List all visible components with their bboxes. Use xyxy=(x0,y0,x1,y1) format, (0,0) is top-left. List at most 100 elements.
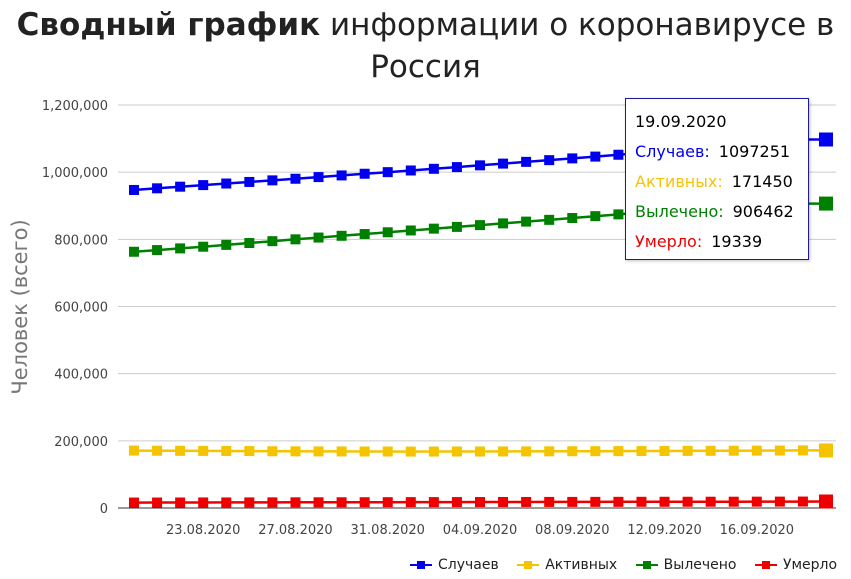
data-point xyxy=(659,496,670,507)
data-point xyxy=(819,443,833,458)
y-tick-label: 600,000 xyxy=(54,301,108,316)
tooltip-row-active: Активных: 171450 xyxy=(635,167,808,197)
data-point xyxy=(705,496,716,507)
data-point xyxy=(751,445,762,456)
data-point xyxy=(405,165,416,176)
data-point xyxy=(221,239,232,250)
data-point xyxy=(728,445,739,456)
data-point xyxy=(819,132,833,147)
data-point xyxy=(774,496,785,507)
y-axis-label: Человек (всего) xyxy=(8,219,32,394)
data-point xyxy=(152,445,163,456)
tooltip-label-deaths: Умерло: xyxy=(635,232,703,251)
data-point xyxy=(659,445,670,456)
chart-title-rest: информации о коронавирусе в Россия xyxy=(320,7,835,85)
data-point xyxy=(405,446,416,457)
y-tick-label: 800,000 xyxy=(54,233,108,248)
legend-item-cases[interactable]: Случаев xyxy=(410,557,499,573)
data-point xyxy=(152,245,163,256)
tooltip-label-cases: Случаев: xyxy=(635,142,710,161)
data-point xyxy=(198,445,209,456)
data-point xyxy=(175,243,186,254)
data-point xyxy=(475,160,485,171)
legend-symbol-deaths xyxy=(754,560,777,570)
data-point xyxy=(313,172,324,183)
data-point xyxy=(382,446,393,457)
data-point xyxy=(244,238,255,249)
data-point xyxy=(336,230,347,241)
data-point xyxy=(382,497,393,508)
data-point xyxy=(336,170,347,181)
data-point xyxy=(175,445,186,456)
data-point xyxy=(267,175,278,186)
data-point xyxy=(382,227,393,238)
legend-item-recovered[interactable]: Вылечено xyxy=(635,557,737,573)
data-point xyxy=(152,497,163,508)
hover-tooltip: 19.09.2020 Случаев: 1097251 Активных: 1714… xyxy=(625,98,809,260)
data-point xyxy=(221,497,232,508)
data-point xyxy=(613,149,624,160)
tooltip-value-active: 171450 xyxy=(731,172,793,191)
data-point xyxy=(682,496,693,507)
data-point xyxy=(498,496,509,507)
data-point xyxy=(129,246,139,257)
tooltip-row-cases: Случаев: 1097251 xyxy=(635,137,808,167)
data-point xyxy=(290,497,301,508)
y-tick-label: 400,000 xyxy=(54,368,108,383)
data-point xyxy=(544,214,555,225)
data-point xyxy=(544,446,555,457)
tooltip-label-active: Активных: xyxy=(635,172,723,191)
legend-item-active[interactable]: Активных xyxy=(517,557,617,573)
data-point xyxy=(451,162,462,173)
data-point xyxy=(498,158,509,169)
data-point xyxy=(797,445,808,456)
data-point xyxy=(819,196,833,211)
data-point xyxy=(521,216,532,227)
y-tick-label: 0 xyxy=(100,502,108,517)
tooltip-value-cases: 1097251 xyxy=(718,142,791,161)
data-point xyxy=(728,496,739,507)
x-tick-label: 23.08.2020 xyxy=(166,523,240,538)
legend-symbol-active xyxy=(517,560,540,570)
data-point xyxy=(313,497,324,508)
data-point xyxy=(267,446,278,457)
data-point xyxy=(336,497,347,508)
data-point xyxy=(267,236,278,247)
data-point xyxy=(636,446,647,457)
data-point xyxy=(221,445,232,456)
data-point xyxy=(129,445,139,456)
data-point xyxy=(521,446,532,457)
data-point xyxy=(451,497,462,508)
tooltip-value-recovered: 906462 xyxy=(732,202,794,221)
data-point xyxy=(290,234,301,245)
chart-legend: Случаев Активных Вылечено Умерло xyxy=(410,557,851,577)
data-point xyxy=(198,241,209,252)
data-point xyxy=(405,497,416,508)
data-point xyxy=(521,156,532,167)
data-point xyxy=(244,176,255,187)
y-tick-label: 200,000 xyxy=(54,435,108,450)
data-point xyxy=(567,153,578,164)
data-point xyxy=(175,181,186,192)
data-point xyxy=(267,497,278,508)
data-point xyxy=(613,446,624,457)
data-point xyxy=(498,218,509,229)
chart-title: Сводный график информации о коронавирусе… xyxy=(0,4,851,88)
data-point xyxy=(290,446,301,457)
data-point xyxy=(382,167,393,178)
legend-label-active: Активных xyxy=(545,557,618,573)
data-point xyxy=(290,173,301,184)
data-point xyxy=(590,151,601,162)
data-point xyxy=(428,223,439,234)
chart-title-bold: Сводный график xyxy=(16,7,321,43)
tooltip-label-recovered: Вылечено: xyxy=(635,202,724,221)
data-point xyxy=(428,446,439,457)
legend-label-deaths: Умерло xyxy=(782,557,838,573)
data-point xyxy=(797,496,808,507)
data-point xyxy=(475,497,485,508)
data-point xyxy=(819,494,833,509)
data-point xyxy=(129,497,139,508)
y-tick-label: 1,000,000 xyxy=(42,166,108,181)
legend-item-deaths[interactable]: Умерло xyxy=(754,557,838,573)
